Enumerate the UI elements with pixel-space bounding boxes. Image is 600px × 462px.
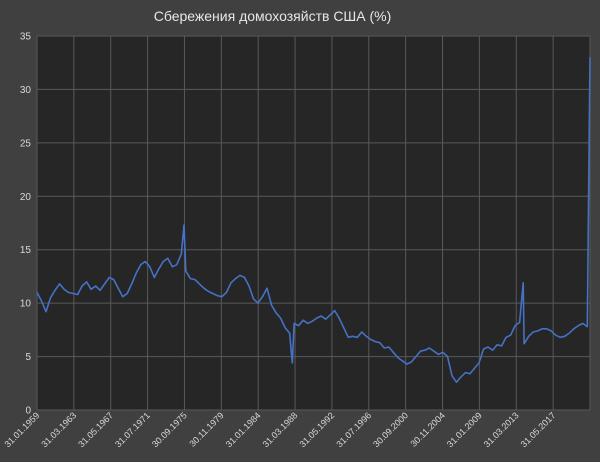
- x-tick-label: 31.03.1963: [39, 410, 78, 449]
- x-tick-label: 31.05.2017: [519, 410, 558, 449]
- y-tick-label: 30: [20, 85, 32, 96]
- plot-area: [37, 36, 590, 410]
- y-tick-label: 0: [25, 406, 31, 417]
- series-line: [36, 57, 591, 383]
- y-tick-label: 35: [20, 32, 32, 43]
- x-tick-label: 31.01.1959: [2, 410, 41, 449]
- y-tick-label: 20: [20, 192, 32, 203]
- x-tick-label: 31.03.2013: [482, 410, 521, 449]
- chart-title: Сбережения домохозяйств США (%): [153, 8, 392, 24]
- x-tick-label: 31.05.1992: [297, 410, 336, 449]
- x-tick-label: 30.11.2004: [408, 410, 446, 448]
- x-tick-label: 31.07.1971: [113, 410, 152, 449]
- y-tick-label: 10: [20, 299, 32, 310]
- x-tick-label: 30.09.2000: [371, 410, 410, 449]
- x-tick-label: 31.01.1984: [224, 410, 263, 449]
- y-tick-label: 5: [25, 352, 31, 363]
- y-tick-label: 15: [20, 245, 32, 256]
- x-tick-label: 31.05.1967: [76, 410, 115, 449]
- x-tick-label: 31.07.1996: [334, 410, 373, 449]
- x-tick-label: 31.01.2009: [445, 410, 484, 449]
- x-tick-label: 31.03.1988: [261, 410, 300, 449]
- x-tick-label: 30.11.1979: [187, 410, 225, 448]
- x-tick-label: 30.09.1975: [150, 410, 189, 449]
- y-tick-label: 25: [20, 138, 32, 149]
